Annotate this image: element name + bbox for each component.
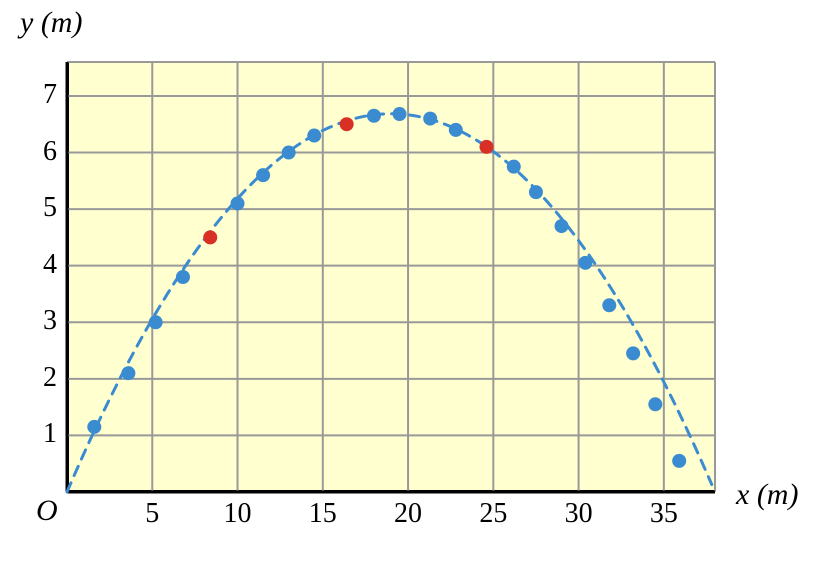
x-tick-label: 15	[298, 498, 348, 530]
y-tick-label: 3	[17, 305, 57, 337]
x-axis-label-text: x (m)	[736, 478, 798, 511]
y-tick-label: 1	[17, 418, 57, 450]
y-tick-label: 5	[17, 192, 57, 224]
y-axis-label-text: y (m)	[20, 6, 82, 39]
trajectory-chart: y (m) x (m) O 5 10 15 20 25 30 35 1 2 3 4 5 6 7	[0, 0, 822, 571]
y-tick-label: 2	[17, 362, 57, 394]
x-tick-label: 20	[383, 498, 433, 530]
x-tick-label: 35	[639, 498, 689, 530]
y-tick-label: 7	[17, 79, 57, 111]
y-axis-label: y (m)	[20, 6, 82, 40]
x-tick-label: 5	[127, 498, 177, 530]
origin-label: O	[36, 494, 58, 528]
x-tick-label: 10	[213, 498, 263, 530]
x-axis-label: x (m)	[736, 478, 798, 512]
origin-label-text: O	[36, 494, 58, 527]
y-tick-label: 6	[17, 136, 57, 168]
y-tick-label: 4	[17, 249, 57, 281]
x-tick-label: 25	[468, 498, 518, 530]
plot-area	[67, 62, 715, 492]
x-tick-label: 30	[554, 498, 604, 530]
